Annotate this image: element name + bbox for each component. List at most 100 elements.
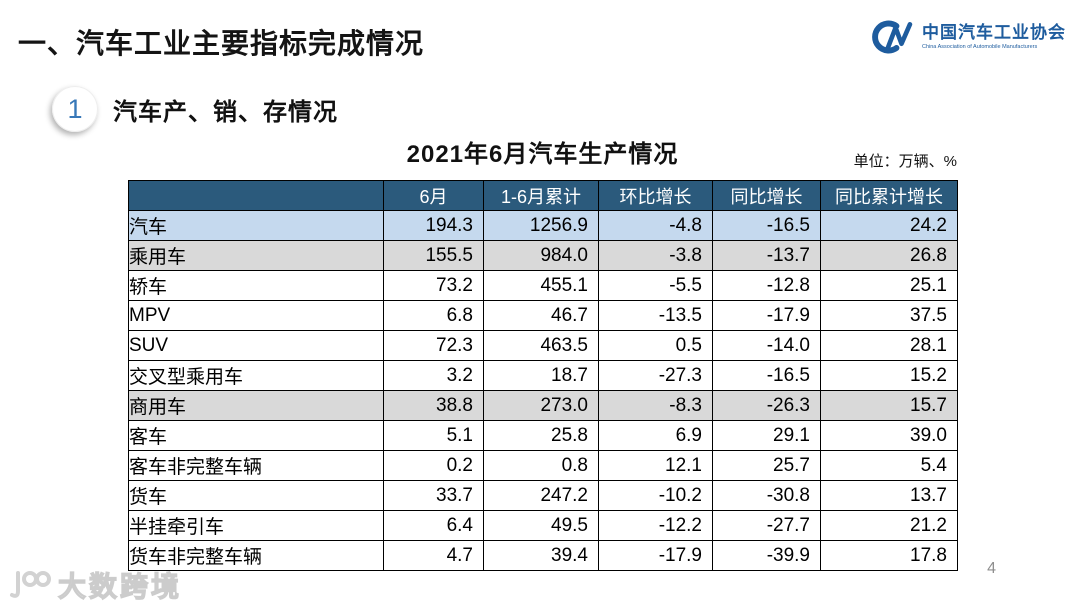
row-label: 交叉型乘用车 xyxy=(128,360,384,391)
table-row: 货车 33.7 247.2 -10.2 -30.8 13.7 xyxy=(128,480,958,511)
table-cell: 46.7 xyxy=(483,300,599,331)
table-cell: 38.8 xyxy=(383,390,484,421)
column-header: 同比累计增长 xyxy=(820,180,958,211)
table-cell: -4.8 xyxy=(598,210,713,241)
table-cell: 17.8 xyxy=(820,540,958,571)
section-number: 1 xyxy=(67,93,83,124)
table-cell: -12.2 xyxy=(598,510,713,541)
table-cell: 28.1 xyxy=(820,330,958,361)
table-cell: 247.2 xyxy=(483,480,599,511)
table-cell: 39.0 xyxy=(820,420,958,451)
row-label-column-header xyxy=(128,180,384,211)
caam-logo-icon xyxy=(872,20,913,54)
table-title: 2021年6月汽车生产情况 xyxy=(406,141,679,168)
table-cell: -17.9 xyxy=(712,300,821,331)
table-row: 轿车 73.2 455.1 -5.5 -12.8 25.1 xyxy=(128,270,958,301)
caam-logo-name-en: China Association of Automobile Manufact… xyxy=(922,44,1038,51)
table-cell: 6.4 xyxy=(383,510,484,541)
table-cell: -26.3 xyxy=(712,390,821,421)
row-label: MPV xyxy=(128,300,384,331)
table-cell: 155.5 xyxy=(383,240,484,271)
table-row: SUV 72.3 463.5 0.5 -14.0 28.1 xyxy=(128,330,958,361)
table-cell: -5.5 xyxy=(598,270,713,301)
table-cell: 15.2 xyxy=(820,360,958,391)
page-title: 一、汽车工业主要指标完成情况 xyxy=(18,28,425,59)
unit-label: 单位：万辆、% xyxy=(853,153,957,170)
table-cell: 73.2 xyxy=(383,270,484,301)
table-row: 商用车 38.8 273.0 -8.3 -26.3 15.7 xyxy=(128,390,958,421)
table-row: 汽车 194.3 1256.9 -4.8 -16.5 24.2 xyxy=(128,210,958,241)
row-label: 货车 xyxy=(128,480,384,511)
table-cell: -16.5 xyxy=(712,360,821,391)
row-label: 轿车 xyxy=(128,270,384,301)
section-number-badge: 1 xyxy=(52,86,98,132)
table-cell: 72.3 xyxy=(383,330,484,361)
table-cell: 6.9 xyxy=(598,420,713,451)
table-cell: 1256.9 xyxy=(483,210,599,241)
row-label: 客车 xyxy=(128,420,384,451)
table-row: 客车非完整车辆 0.2 0.8 12.1 25.7 5.4 xyxy=(128,450,958,481)
table-cell: -10.2 xyxy=(598,480,713,511)
table-row: 客车 5.1 25.8 6.9 29.1 39.0 xyxy=(128,420,958,451)
watermark-text: 大数跨境 xyxy=(57,570,183,602)
table-cell: 24.2 xyxy=(820,210,958,241)
caam-logo-text: 中国汽车工业协会 China Association of Automobile… xyxy=(922,23,1066,51)
table-cell: 4.7 xyxy=(383,540,484,571)
watermark-logo-icon xyxy=(10,571,51,598)
table-cell: -12.8 xyxy=(712,270,821,301)
caam-logo: 中国汽车工业协会 China Association of Automobile… xyxy=(861,18,1066,56)
table-cell: 273.0 xyxy=(483,390,599,421)
table-cell: 15.7 xyxy=(820,390,958,421)
table-cell: 5.4 xyxy=(820,450,958,481)
table-cell: -27.7 xyxy=(712,510,821,541)
table-cell: -3.8 xyxy=(598,240,713,271)
table-cell: 18.7 xyxy=(483,360,599,391)
table-cell: -14.0 xyxy=(712,330,821,361)
table-cell: -27.3 xyxy=(598,360,713,391)
row-label: SUV xyxy=(128,330,384,361)
table-cell: 3.2 xyxy=(383,360,484,391)
table-row: 交叉型乘用车 3.2 18.7 -27.3 -16.5 15.2 xyxy=(128,360,958,391)
table-cell: 25.8 xyxy=(483,420,599,451)
table-cell: 25.7 xyxy=(712,450,821,481)
page-number: 4 xyxy=(987,560,996,577)
table-cell: 984.0 xyxy=(483,240,599,271)
table-cell: 455.1 xyxy=(483,270,599,301)
table-cell: -17.9 xyxy=(598,540,713,571)
table-cell: 33.7 xyxy=(383,480,484,511)
table-cell: 37.5 xyxy=(820,300,958,331)
row-label: 货车非完整车辆 xyxy=(128,540,384,571)
table-cell: 39.4 xyxy=(483,540,599,571)
table-cell: 29.1 xyxy=(712,420,821,451)
table-cell: -13.5 xyxy=(598,300,713,331)
table-cell: 26.8 xyxy=(820,240,958,271)
row-label: 商用车 xyxy=(128,390,384,421)
row-label: 乘用车 xyxy=(128,240,384,271)
production-table: 6月 1-6月累计 环比增长 同比增长 同比累计增长 汽车 194.3 1256.9 -4.8… xyxy=(128,180,958,571)
column-header: 同比增长 xyxy=(712,180,821,211)
table-cell: 12.1 xyxy=(598,450,713,481)
row-label: 客车非完整车辆 xyxy=(128,450,384,481)
table-row: 乘用车 155.5 984.0 -3.8 -13.7 26.8 xyxy=(128,240,958,271)
table-cell: 21.2 xyxy=(820,510,958,541)
column-header: 1-6月累计 xyxy=(483,180,599,211)
table-header-row: 6月 1-6月累计 环比增长 同比增长 同比累计增长 xyxy=(128,180,958,211)
table-cell: -30.8 xyxy=(712,480,821,511)
column-header: 环比增长 xyxy=(598,180,713,211)
table-cell: 25.1 xyxy=(820,270,958,301)
table-cell: -39.9 xyxy=(712,540,821,571)
table-cell: 6.8 xyxy=(383,300,484,331)
table-cell: 5.1 xyxy=(383,420,484,451)
section-title: 汽车产、销、存情况 xyxy=(113,98,338,126)
column-header: 6月 xyxy=(383,180,484,211)
table-row: MPV 6.8 46.7 -13.5 -17.9 37.5 xyxy=(128,300,958,331)
section-header: 1 汽车产、销、存情况 xyxy=(52,86,338,132)
table-cell: -16.5 xyxy=(712,210,821,241)
row-label: 半挂牵引车 xyxy=(128,510,384,541)
watermark: 大数跨境 xyxy=(8,565,182,605)
row-label: 汽车 xyxy=(128,210,384,241)
table-cell: 194.3 xyxy=(383,210,484,241)
table-cell: 463.5 xyxy=(483,330,599,361)
table-cell: 13.7 xyxy=(820,480,958,511)
table-row: 货车非完整车辆 4.7 39.4 -17.9 -39.9 17.8 xyxy=(128,540,958,571)
